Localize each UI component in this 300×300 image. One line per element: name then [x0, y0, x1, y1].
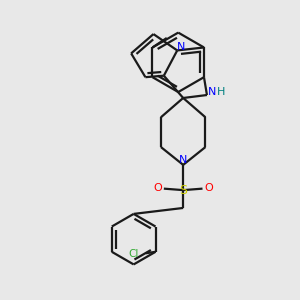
- Text: O: O: [154, 183, 162, 193]
- Text: S: S: [179, 184, 187, 196]
- Text: H: H: [216, 87, 225, 97]
- Text: N: N: [179, 155, 188, 165]
- Text: O: O: [204, 183, 213, 193]
- Text: N: N: [208, 87, 217, 97]
- Text: N: N: [177, 42, 185, 52]
- Text: Cl: Cl: [129, 249, 139, 259]
